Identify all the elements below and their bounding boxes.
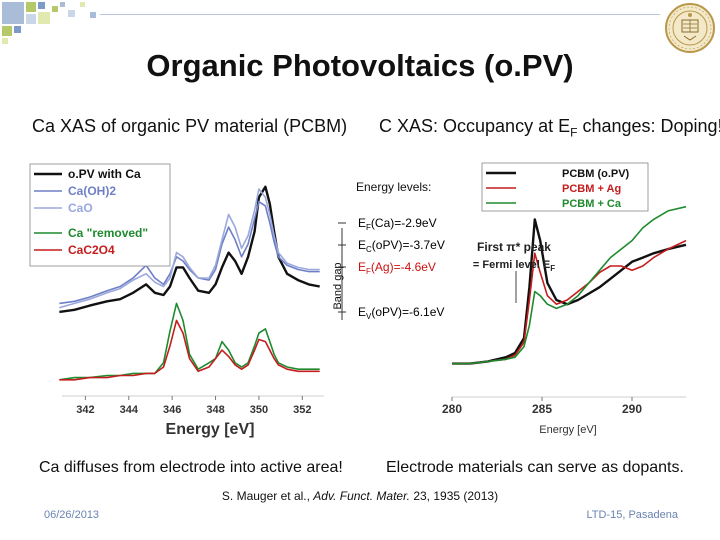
corner-decoration-square [90, 12, 96, 18]
citation-authors: S. Mauger et al., [221, 489, 314, 503]
corner-decoration-square [68, 10, 75, 17]
x-tick-label: 350 [250, 404, 268, 416]
legend-box [29, 163, 171, 267]
energy-level-3: EV(oPV)=-6.1eV [358, 305, 444, 321]
corner-decoration-square [38, 2, 45, 9]
right-subtitle: C XAS: Occupancy at EF changes: Doping! [379, 116, 720, 140]
right-subtitle-suffix: changes: Doping! [577, 116, 720, 136]
series-line-1 [59, 200, 320, 305]
left-subtitle: Ca XAS of organic PV material (PCBM) [32, 116, 348, 136]
series-line-4 [59, 319, 320, 381]
energy-level-0: EF(Ca)=-2.9eV [358, 216, 437, 232]
legend-entry: PCBM + Ca [562, 198, 622, 210]
slide-title: Organic Photovoltaics (o.PV) [146, 48, 574, 83]
fermi-annotation-line1: First π* peak [477, 240, 551, 254]
x-tick-label: 348 [206, 404, 224, 416]
footer-venue: LTD-15, Pasadena [586, 509, 678, 521]
energy-levels-heading: Energy levels: [356, 180, 431, 194]
legend-entry: PCBM (o.PV) [562, 168, 630, 180]
citation-volume: 23, 1935 (2013) [410, 489, 499, 503]
corner-decoration-square [60, 2, 65, 7]
citation: S. Mauger et al., Adv. Funct. Mater. 23,… [0, 489, 720, 503]
energy-levels-panel: Energy levels: EF(Ca)=-2.9eV EC(oPV)=-3.7… [328, 168, 460, 328]
x-tick-label: 342 [76, 404, 94, 416]
corner-decoration-square [52, 6, 58, 12]
university-seal-logo [665, 3, 715, 53]
ca-xas-chart: 342 344 346 348 350 352 Energy [eV] o.PV with… [24, 152, 342, 440]
corner-decoration-square [2, 26, 12, 36]
x-tick-label: 280 [442, 402, 462, 416]
series-line-2 [452, 205, 687, 365]
corner-decoration-square [26, 14, 36, 24]
x-axis-label: Energy [eV] [166, 421, 255, 438]
legend-entry: CaO [68, 201, 93, 215]
x-axis-label: Energy [eV] [539, 424, 596, 436]
footer-date: 06/26/2013 [44, 509, 100, 521]
right-caption: Electrode materials can serve as dopants… [386, 459, 684, 476]
corner-decoration-square [38, 12, 50, 24]
energy-level-2: EF(Ag)=-4.6eV [358, 260, 436, 276]
header-rule [100, 14, 660, 15]
corner-decoration-square [14, 26, 21, 33]
x-tick-label: 285 [532, 402, 552, 416]
corner-decoration-square [2, 2, 24, 24]
legend-entry: Ca "removed" [68, 226, 148, 240]
x-tick-label: 344 [120, 404, 139, 416]
x-tick-label: 290 [622, 402, 642, 416]
corner-decoration-square [80, 2, 85, 7]
series-line-2 [59, 188, 320, 309]
left-caption: Ca diffuses from electrode into active a… [39, 459, 343, 476]
corner-decoration-square [26, 2, 36, 12]
right-subtitle-prefix: C XAS: Occupancy at E [379, 116, 571, 136]
series-line-0 [59, 185, 320, 314]
right-subtitle-subscript: F [570, 125, 578, 140]
energy-level-1: EC(oPV)=-3.7eV [358, 238, 445, 254]
citation-journal: Adv. Funct. Mater. [313, 489, 410, 503]
series-line-1 [452, 239, 687, 365]
legend-entry: PCBM + Ag [562, 183, 621, 195]
fermi-annotation-line2: = Fermi level EF [473, 259, 555, 273]
c-xas-chart: 280 285 290 Energy [eV] PCBM (o.PV) PCBM + … [438, 157, 692, 440]
legend-entry: o.PV with Ca [68, 167, 141, 181]
band-gap-label: Band gap [332, 262, 344, 309]
legend-entry: CaC2O4 [68, 243, 115, 257]
corner-decoration-square [2, 38, 8, 44]
x-tick-label: 346 [163, 404, 181, 416]
legend-entry: Ca(OH)2 [68, 184, 116, 198]
x-tick-label: 352 [293, 404, 311, 416]
